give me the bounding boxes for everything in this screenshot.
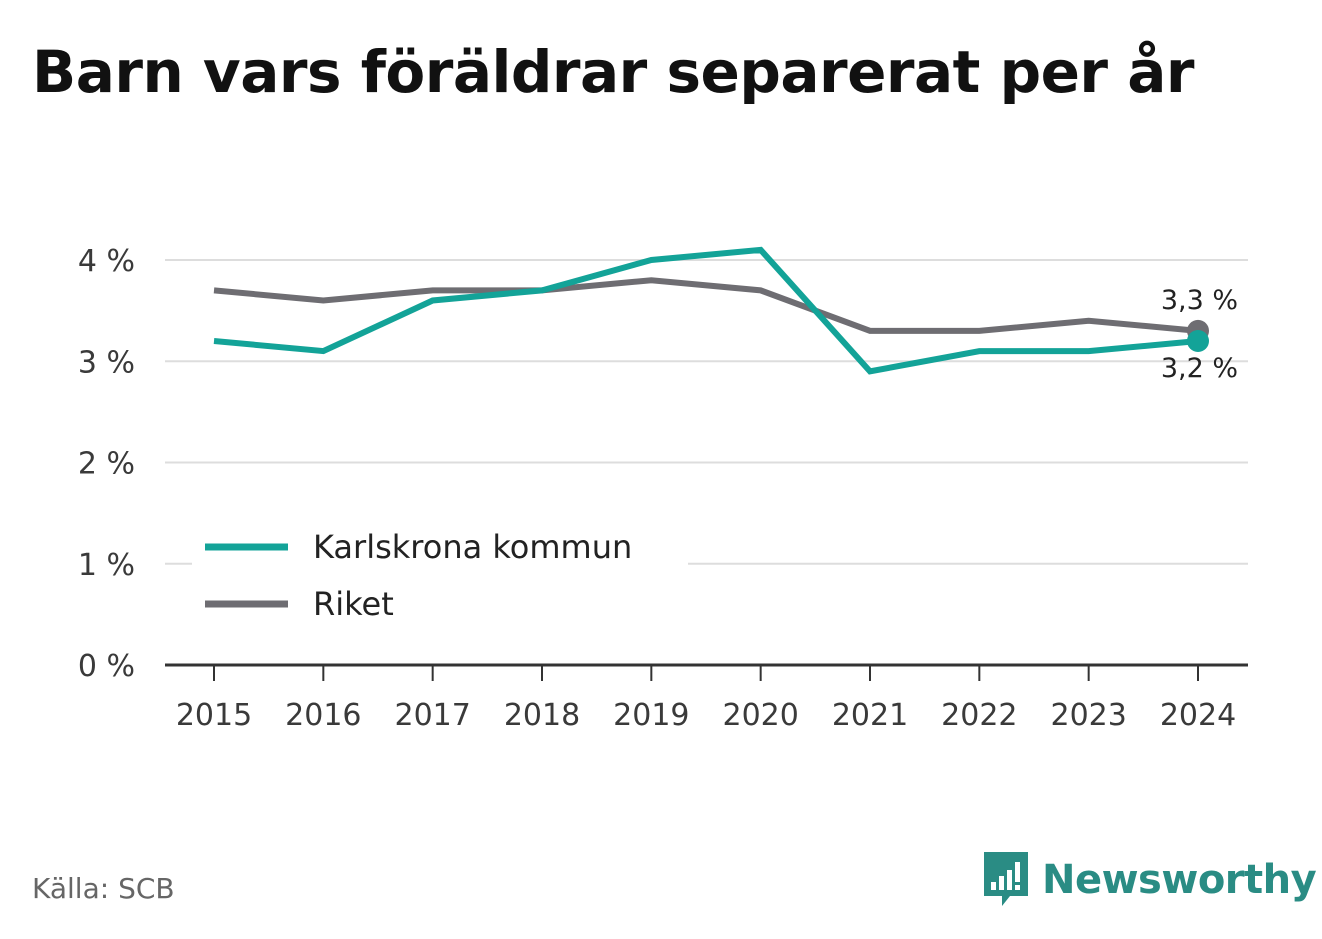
- x-tick-label: 2020: [722, 698, 798, 733]
- y-tick-label: 2 %: [78, 447, 135, 482]
- x-tick-label: 2021: [832, 698, 908, 733]
- x-axis: 2015 2016 2017 2018 2019 2020 2021 2022 2023 2024: [165, 663, 1248, 733]
- x-tick-label: 2019: [613, 698, 689, 733]
- y-tick-label: 3 %: [78, 345, 135, 380]
- chart-title: Barn vars föräldrar separerat per år: [32, 38, 1194, 106]
- series-line-karlskrona: [213, 246, 1199, 375]
- y-tick-label: 1 %: [78, 548, 135, 583]
- y-tick-label: 0 %: [78, 649, 135, 684]
- legend-background: [192, 520, 688, 566]
- series-lines: [213, 246, 1209, 375]
- x-tick-label: 2022: [941, 698, 1017, 733]
- x-tick-label: 2024: [1160, 698, 1236, 733]
- x-tick-label: 2023: [1050, 698, 1126, 733]
- end-labels: 3,3 % 3,2 %: [1161, 285, 1238, 384]
- brand-name: Newsworthy: [1042, 857, 1317, 903]
- source-note: Källa: SCB: [32, 872, 175, 905]
- grid-lines: [165, 259, 1248, 565]
- series-line-riket: [213, 277, 1199, 334]
- end-label-riket: 3,3 %: [1161, 285, 1238, 316]
- x-tick-label: 2017: [394, 698, 470, 733]
- legend-label-riket: Riket: [313, 585, 394, 623]
- newsworthy-logo-icon: [984, 852, 1028, 906]
- x-tick-label: 2016: [285, 698, 361, 733]
- end-point-karlskrona: [1187, 330, 1209, 352]
- y-axis-ticks: 0 % 1 % 2 % 3 % 4 %: [78, 244, 135, 684]
- legend-label-karlskrona: Karlskrona kommun: [313, 528, 632, 566]
- legend: Karlskrona kommun Riket: [192, 520, 688, 623]
- brand-logo: Newsworthy: [980, 850, 1317, 910]
- y-tick-label: 4 %: [78, 244, 135, 279]
- end-label-karlskrona: 3,2 %: [1161, 353, 1238, 384]
- x-tick-label: 2015: [176, 698, 252, 733]
- x-tick-label: 2018: [504, 698, 580, 733]
